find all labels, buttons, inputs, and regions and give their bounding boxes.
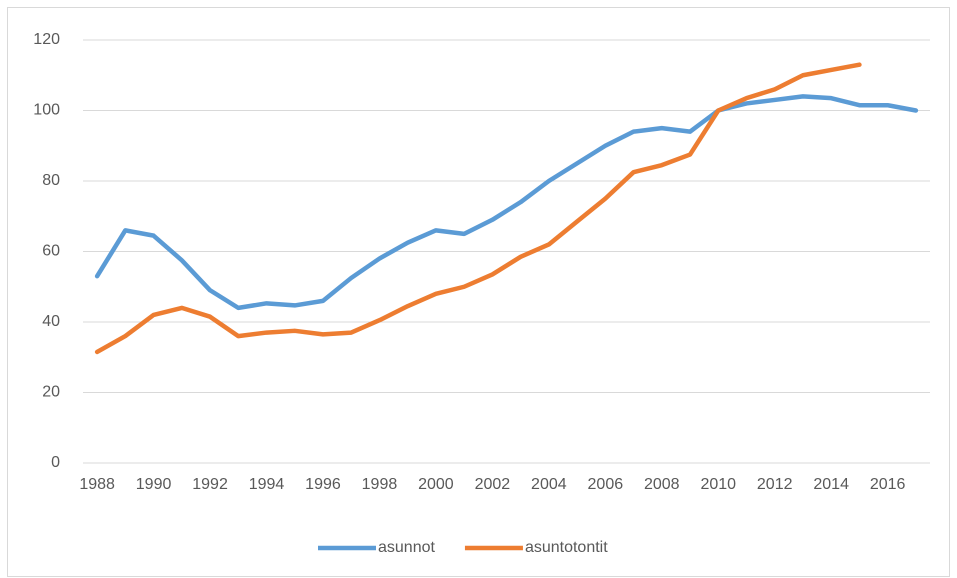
y-tick-label: 40 (42, 313, 60, 330)
chart-border (7, 7, 950, 577)
y-tick-label: 120 (33, 31, 60, 48)
x-tick-label: 1994 (249, 476, 285, 493)
legend-label: asuntotontit (525, 539, 608, 556)
x-tick-label: 2006 (588, 476, 624, 493)
x-tick-label: 1996 (305, 476, 341, 493)
y-tick-label: 80 (42, 172, 60, 189)
x-tick-label: 1998 (362, 476, 398, 493)
x-tick-label: 2002 (475, 476, 511, 493)
x-tick-label: 2008 (644, 476, 680, 493)
x-tick-label: 1992 (192, 476, 228, 493)
y-tick-label: 100 (33, 102, 60, 119)
x-tick-label: 2012 (757, 476, 793, 493)
x-tick-label: 1988 (79, 476, 115, 493)
series-line (94, 62, 862, 355)
x-tick-label: 2004 (531, 476, 567, 493)
legend-label: asunnot (378, 539, 435, 556)
x-tick-label: 2000 (418, 476, 454, 493)
x-tick-label: 2016 (870, 476, 906, 493)
x-tick-label: 2010 (700, 476, 736, 493)
series-line (94, 94, 919, 311)
x-tick-label: 2014 (813, 476, 849, 493)
y-tick-label: 0 (51, 454, 60, 471)
y-tick-label: 20 (42, 384, 60, 401)
y-tick-label: 60 (42, 243, 60, 260)
x-tick-label: 1990 (136, 476, 172, 493)
